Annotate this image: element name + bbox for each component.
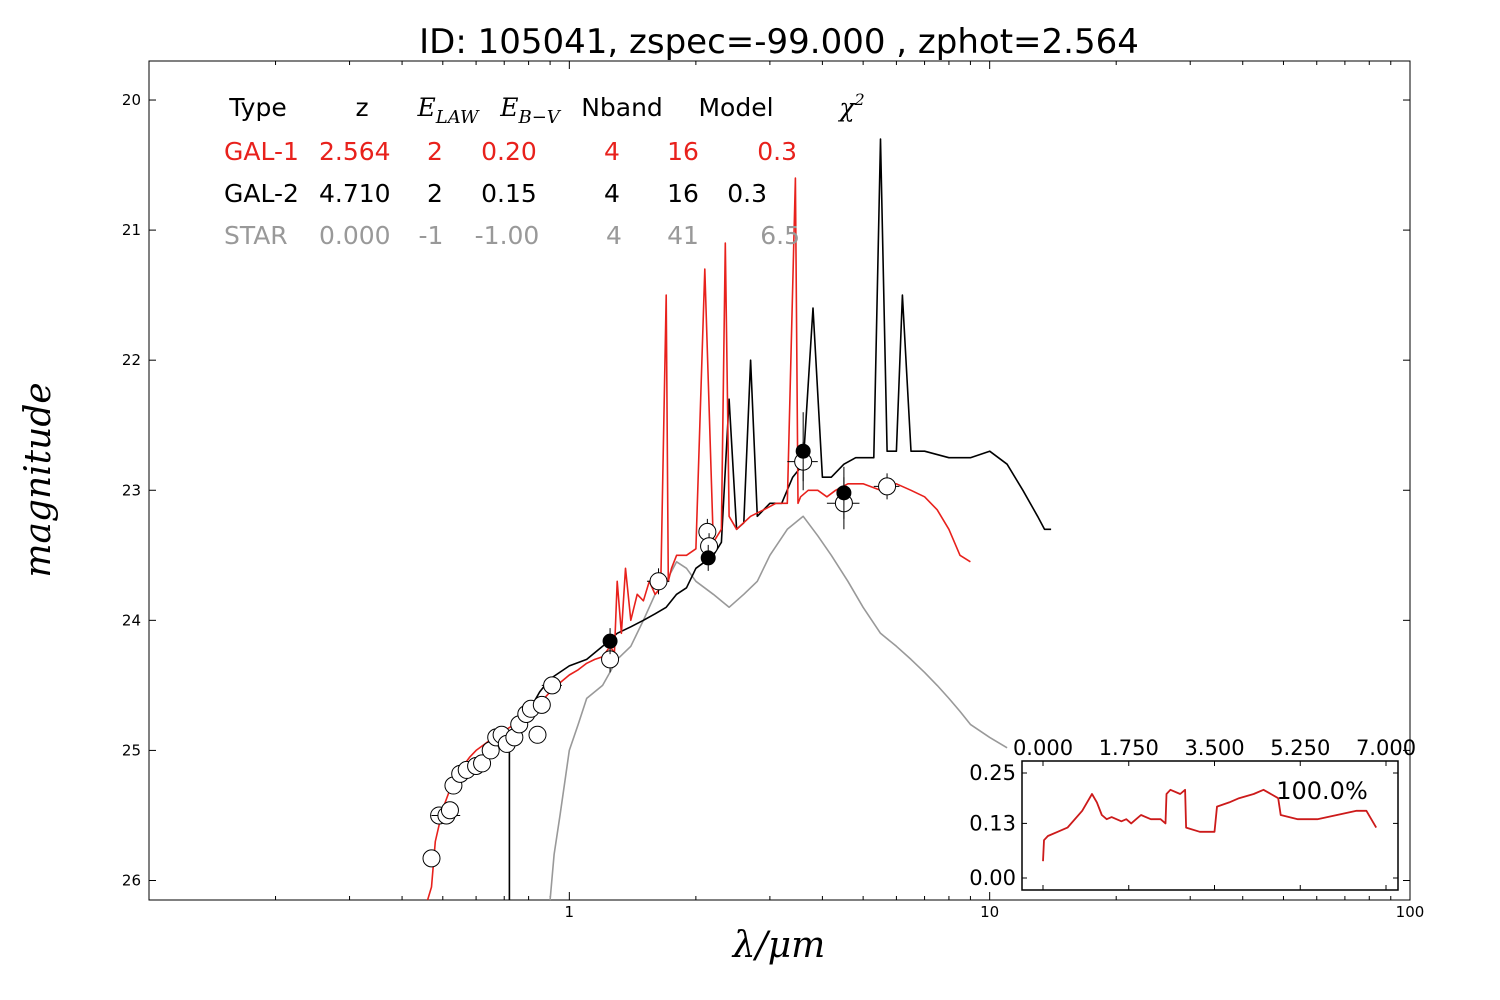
inset-y-tick-label: 0.25 [969,761,1016,785]
observed-point [649,572,668,591]
table-header-chi2: χ2 [837,90,864,122]
inset-y-tick-label: 0.13 [969,811,1016,835]
inset-x-tick-label: 5.250 [1270,736,1330,760]
x-tick-label: 100 [1396,903,1425,921]
observed-point [422,849,441,868]
observed-point [543,676,562,695]
table-cell: 4 [604,179,620,208]
table-header-ebv: EB−V [499,93,562,128]
y-tick-label: 20 [122,91,141,109]
plot-frame [148,60,1411,901]
table-cell: -1 [419,221,444,250]
y-tick-label: 26 [122,871,141,889]
y-tick-label: 23 [122,481,141,499]
inset-y-tick-label: 0.00 [969,866,1016,890]
table-cell: 6.5 [760,221,800,250]
fit-table: Type z ELAW EB−V Nband Model χ2 GAL-1 2.564 2 0.20… [224,90,865,250]
y-axis-label: magnitude [18,382,59,577]
table-header-elaw: ELAW [417,93,480,128]
series-line-star [549,515,1008,901]
table-cell: -1.00 [475,221,540,250]
y-tick-label: 22 [122,351,141,369]
observed-point [528,725,547,744]
chart-title: ID: 105041, zspec=-99.000 , zphot=2.564 [419,22,1139,62]
observed-point [440,801,459,820]
table-cell: STAR [224,221,288,250]
table-header-z: z [355,93,368,122]
table-cell: 0.3 [727,179,767,208]
y-tick-label: 21 [122,221,141,239]
table-header-type: Type [228,93,286,122]
inset-x-tick-label: 7.000 [1356,736,1416,760]
table-cell: 16 [667,179,699,208]
model-point [836,485,852,501]
x-tick-label: 1 [565,903,575,921]
table-cell: 0.3 [757,137,797,166]
x-axis-label: λ/μm [731,925,825,966]
table-cell: 4.710 [319,179,391,208]
table-cell: 16 [667,137,699,166]
table-cell: 0.20 [481,137,537,166]
inset-frame [1021,760,1399,891]
observed-point [878,477,897,496]
table-cell: 2 [427,137,443,166]
model-point [700,550,716,566]
y-tick-label: 24 [122,611,141,629]
inset-x-tick-label: 3.500 [1184,736,1244,760]
x-axis: 1 10 100 [275,61,1425,921]
inset-x-tick-label: 1.750 [1099,736,1159,760]
table-cell: GAL-1 [224,137,299,166]
table-cell: 0.000 [319,221,391,250]
series-line-gal-2 [508,138,1052,900]
pdz-inset: 0.000 1.750 3.500 5.250 7.000 0.00 0.13 0.25 100… [969,736,1416,891]
series-layer [426,138,1052,901]
table-cell: 4 [604,137,620,166]
observed-point [473,754,492,773]
table-header-model: Model [698,93,773,122]
inset-x-tick-label: 0.000 [1013,736,1073,760]
table-header-nband: Nband [581,93,663,122]
table-cell: 2 [427,179,443,208]
table-cell: GAL-2 [224,179,299,208]
y-tick-label: 25 [122,741,141,759]
table-cell: 2.564 [319,137,391,166]
table-cell: 4 [606,221,622,250]
inset-percentage-label: 100.0% [1276,777,1368,805]
model-point [795,443,811,459]
model-point [602,633,618,649]
points-layer [422,412,900,868]
observed-point [532,695,551,714]
inset-pdz-line [1042,788,1377,862]
table-cell: 41 [667,221,699,250]
table-cell: 0.15 [481,179,537,208]
x-tick-label: 10 [980,903,999,921]
